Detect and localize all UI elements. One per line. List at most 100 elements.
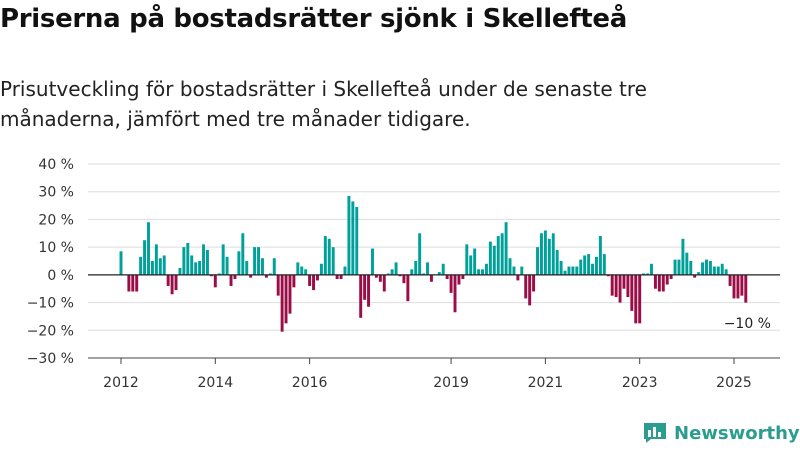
bar bbox=[697, 272, 701, 275]
newsworthy-logo-icon bbox=[644, 423, 666, 443]
bar bbox=[579, 259, 583, 275]
bar bbox=[484, 263, 488, 275]
bar bbox=[316, 274, 319, 281]
bar bbox=[614, 274, 618, 298]
bar bbox=[304, 269, 308, 275]
bar bbox=[386, 273, 390, 275]
bar bbox=[190, 255, 194, 275]
bar bbox=[221, 244, 225, 275]
bar bbox=[374, 274, 378, 278]
x-tick-label: 2014 bbox=[197, 375, 233, 391]
bar bbox=[284, 274, 288, 324]
bar bbox=[559, 261, 563, 275]
bar bbox=[626, 274, 630, 298]
bar bbox=[693, 274, 697, 278]
bar bbox=[260, 258, 264, 275]
bar bbox=[382, 274, 386, 292]
bar bbox=[477, 269, 481, 275]
bar bbox=[288, 274, 292, 314]
chart-subtitle: Prisutveckling för bostadsrätter i Skell… bbox=[0, 77, 647, 131]
bar bbox=[598, 236, 602, 275]
bar bbox=[500, 233, 504, 275]
bar bbox=[264, 274, 268, 278]
bar bbox=[437, 272, 441, 275]
bar bbox=[469, 255, 473, 275]
y-tick-label: −20 % bbox=[27, 323, 74, 339]
y-tick-label: −30 % bbox=[27, 351, 74, 367]
bar bbox=[367, 274, 371, 307]
bar bbox=[653, 274, 657, 289]
bar bbox=[280, 274, 284, 332]
bar bbox=[567, 266, 571, 275]
bar bbox=[209, 274, 213, 277]
bar bbox=[202, 244, 205, 275]
bar bbox=[685, 252, 689, 275]
bar bbox=[583, 255, 587, 275]
y-tick-label: −10 % bbox=[27, 296, 74, 312]
bar bbox=[516, 274, 520, 281]
bar bbox=[327, 238, 331, 275]
bar bbox=[272, 258, 276, 275]
bar bbox=[398, 274, 402, 277]
y-tick-label: 10 % bbox=[38, 240, 74, 256]
last-value-label: −10 % bbox=[724, 316, 771, 332]
bar bbox=[355, 206, 359, 275]
bar bbox=[135, 274, 139, 292]
bars bbox=[119, 195, 748, 332]
bar bbox=[492, 245, 496, 275]
x-tick-label: 2012 bbox=[103, 375, 139, 391]
x-tick-label: 2019 bbox=[433, 375, 469, 391]
bar bbox=[481, 269, 484, 275]
y-axis: 40 % 30 % 20 % 10 % 0 % −10 % −20 % −30 % bbox=[27, 157, 74, 367]
x-tick-label: 2023 bbox=[622, 375, 658, 391]
bar bbox=[422, 273, 426, 275]
bar bbox=[638, 274, 642, 324]
bar bbox=[217, 273, 221, 275]
bar bbox=[634, 274, 638, 324]
bar bbox=[363, 274, 367, 300]
bar bbox=[194, 262, 198, 275]
bar bbox=[359, 274, 363, 318]
bar bbox=[575, 266, 579, 275]
bar bbox=[669, 274, 673, 280]
x-axis: 2012 2014 2016 2019 2021 2023 2025 bbox=[88, 357, 780, 391]
bar bbox=[488, 241, 492, 275]
bar bbox=[178, 267, 182, 275]
bar bbox=[587, 254, 591, 275]
bar bbox=[536, 247, 539, 275]
bar bbox=[241, 233, 245, 275]
bar bbox=[312, 274, 316, 291]
bar bbox=[551, 233, 555, 275]
x-tick-label: 2021 bbox=[528, 375, 564, 391]
bar bbox=[147, 222, 150, 275]
bar bbox=[496, 236, 500, 275]
bar bbox=[728, 274, 732, 286]
bar bbox=[461, 274, 465, 280]
bar bbox=[539, 233, 543, 275]
bar bbox=[543, 230, 547, 275]
y-tick-label: 40 % bbox=[38, 157, 74, 173]
newsworthy-logo: Newsworthy bbox=[642, 419, 800, 447]
bar bbox=[213, 274, 217, 288]
bar bbox=[170, 274, 174, 295]
bar bbox=[689, 261, 693, 275]
bar bbox=[642, 273, 646, 275]
bar bbox=[716, 266, 720, 275]
bar bbox=[390, 269, 394, 275]
bar bbox=[166, 274, 170, 286]
chart-title: Priserna på bostadsrätter sjönk i Skelle… bbox=[0, 4, 627, 34]
bar bbox=[602, 254, 606, 275]
bar bbox=[418, 233, 422, 275]
bar bbox=[371, 248, 374, 275]
bar bbox=[591, 263, 595, 275]
bar bbox=[119, 251, 123, 275]
bar bbox=[308, 274, 312, 286]
bar bbox=[331, 247, 335, 275]
bar bbox=[449, 274, 453, 293]
bar bbox=[701, 262, 705, 275]
bar bbox=[339, 274, 343, 280]
bar bbox=[524, 274, 528, 299]
bar bbox=[445, 274, 449, 280]
bar bbox=[429, 274, 433, 282]
